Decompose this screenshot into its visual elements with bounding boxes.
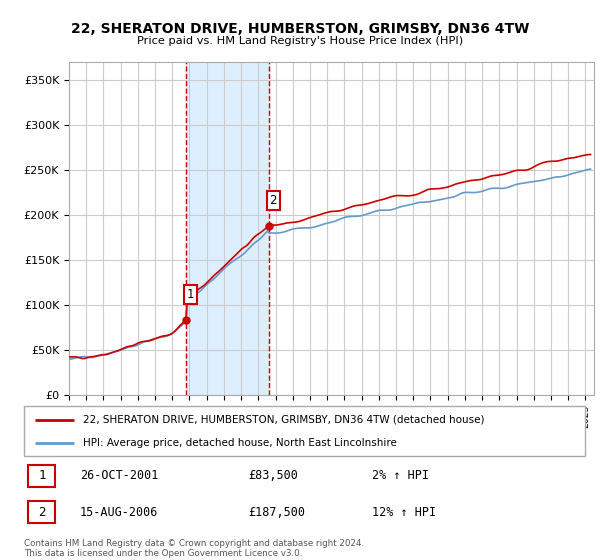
- Text: 2% ↑ HPI: 2% ↑ HPI: [372, 469, 429, 482]
- Text: 15-AUG-2006: 15-AUG-2006: [80, 506, 158, 519]
- Text: 26-OCT-2001: 26-OCT-2001: [80, 469, 158, 482]
- FancyBboxPatch shape: [28, 465, 55, 487]
- Text: 1: 1: [187, 288, 194, 301]
- FancyBboxPatch shape: [28, 501, 55, 523]
- Text: 22, SHERATON DRIVE, HUMBERSTON, GRIMSBY, DN36 4TW: 22, SHERATON DRIVE, HUMBERSTON, GRIMSBY,…: [71, 22, 529, 36]
- Text: Price paid vs. HM Land Registry's House Price Index (HPI): Price paid vs. HM Land Registry's House …: [137, 36, 463, 46]
- Text: 2: 2: [38, 506, 46, 519]
- Text: 1: 1: [38, 469, 46, 482]
- Text: £83,500: £83,500: [248, 469, 298, 482]
- Bar: [187, 62, 269, 395]
- Text: 12% ↑ HPI: 12% ↑ HPI: [372, 506, 436, 519]
- Text: 22, SHERATON DRIVE, HUMBERSTON, GRIMSBY, DN36 4TW (detached house): 22, SHERATON DRIVE, HUMBERSTON, GRIMSBY,…: [83, 414, 484, 424]
- Text: Contains HM Land Registry data © Crown copyright and database right 2024.
This d: Contains HM Land Registry data © Crown c…: [24, 539, 364, 558]
- Text: £187,500: £187,500: [248, 506, 305, 519]
- Text: 2: 2: [269, 194, 277, 207]
- Text: HPI: Average price, detached house, North East Lincolnshire: HPI: Average price, detached house, Nort…: [83, 438, 397, 448]
- FancyBboxPatch shape: [24, 406, 585, 456]
